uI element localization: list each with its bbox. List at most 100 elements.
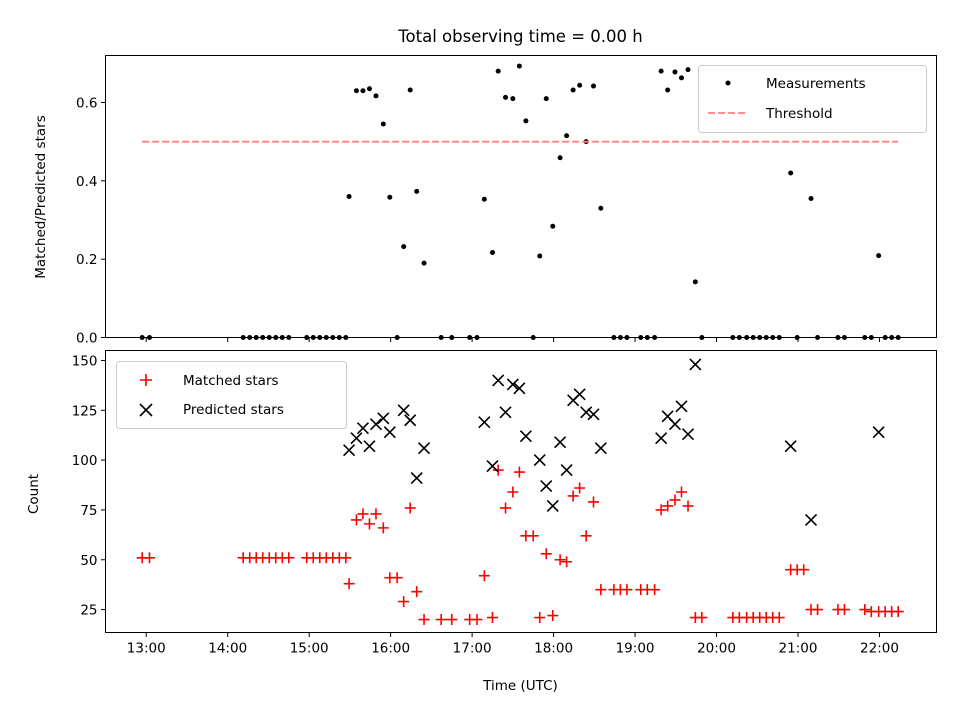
matched-star-point: [655, 504, 667, 516]
top-panel-frame: [105, 55, 937, 338]
x-tick-label: 22:00: [860, 641, 899, 657]
bottom-panel: 25 50 75 100 125 150 13:00 14:00 15:00 16:00 17:00…: [26, 350, 937, 694]
matched-star-point: [340, 552, 352, 564]
matched-star-point: [580, 530, 592, 542]
measurement-point: [776, 335, 782, 340]
measurement-point: [467, 335, 473, 340]
y-tick-label: 125: [72, 403, 98, 419]
measurement-point: [330, 335, 336, 340]
measurement-point: [353, 88, 359, 94]
matched-star-point: [649, 584, 661, 596]
measurement-point: [279, 335, 285, 340]
matched-star-point: [696, 612, 708, 624]
y-tick-label: 0.6: [76, 96, 97, 112]
measurement-point: [543, 96, 549, 102]
measurement-point: [757, 335, 763, 340]
measurement-point: [876, 253, 882, 259]
bottom-legend-box: [116, 361, 347, 429]
legend-label-matched-stars: Matched stars: [183, 373, 279, 389]
predicted-star-point: [499, 406, 512, 419]
legend-label-predicted-stars: Predicted stars: [183, 402, 284, 418]
measurement-point: [421, 260, 427, 266]
bottom-panel-ticks: 25 50 75 100 125 150 13:00 14:00 15:00 16:00 17:00…: [72, 353, 899, 656]
measurement-point: [449, 335, 455, 340]
measurement-point: [414, 188, 420, 194]
measurement-point: [591, 83, 597, 89]
x-tick-label: 16:00: [371, 641, 410, 657]
predicted-star-point: [519, 430, 532, 443]
predicted-star-point: [506, 378, 519, 391]
measurement-point: [394, 335, 400, 340]
predicted-star-point: [681, 428, 695, 441]
measurement-point: [577, 82, 583, 88]
predicted-star-point: [804, 513, 818, 526]
matched-star-point: [675, 486, 687, 498]
legend-label-threshold: Threshold: [765, 106, 833, 122]
x-tick-label: 15:00: [290, 641, 329, 657]
measurement-point: [530, 335, 536, 340]
measurement-point: [240, 335, 246, 340]
matched-star-point: [435, 614, 447, 626]
measurement-point: [510, 96, 516, 102]
predicted-star-point: [587, 408, 600, 421]
legend-marker-matched-stars: [140, 374, 152, 386]
measurement-point: [366, 86, 372, 92]
matched-star-point: [534, 612, 546, 624]
measurement-point: [889, 335, 895, 340]
measurement-point: [523, 118, 529, 124]
matched-star-point: [404, 502, 416, 514]
y-tick-label: 100: [72, 453, 98, 469]
predicted-star-point: [486, 460, 499, 473]
matched-star-point: [471, 614, 483, 626]
top-panel-series: [139, 63, 901, 340]
matched-star-point: [838, 604, 850, 616]
measurement-point: [260, 335, 266, 340]
measurement-point: [407, 87, 413, 93]
measurement-point: [882, 335, 888, 340]
matched-star-point: [554, 554, 566, 566]
x-tick-label: 21:00: [779, 641, 818, 657]
x-tick-label: 20:00: [697, 641, 736, 657]
matched-star-point: [798, 564, 810, 576]
predicted-star-point: [689, 358, 702, 371]
predicted-star-point: [356, 422, 370, 435]
measurement-point: [750, 335, 756, 340]
predicted-star-point: [872, 426, 885, 439]
top-panel: 0.0 0.2 0.4 0.6 Matched/Predicted stars Mea…: [33, 55, 937, 347]
matched-star-point: [588, 496, 600, 508]
measurement-point: [685, 67, 691, 73]
predicted-star-point: [369, 418, 383, 431]
matched-star-point: [343, 578, 355, 590]
bottom-panel-series: [136, 358, 904, 626]
y-tick-label: 0.2: [76, 252, 97, 268]
measurement-point: [564, 133, 570, 139]
measurement-point: [323, 335, 329, 340]
bottom-legend: Matched stars Predicted stars: [116, 361, 347, 429]
x-tick-label: 18:00: [534, 641, 573, 657]
matched-star-point: [892, 606, 904, 618]
predicted-star-point: [377, 412, 390, 425]
measurement-point: [266, 335, 272, 340]
measurement-point: [638, 335, 644, 340]
bottom-panel-ylabel: Count: [26, 474, 42, 514]
measurement-point: [730, 335, 736, 340]
predicted-star-point: [573, 388, 586, 401]
chart-title: Total observing time = 0.00 h: [397, 27, 642, 46]
predicted-star-point: [533, 454, 546, 467]
matched-star-point: [513, 466, 525, 478]
measurement-point: [744, 335, 750, 340]
matched-star-point: [492, 464, 504, 476]
predicted-star-point: [492, 374, 505, 387]
predicted-star-point: [410, 471, 423, 485]
matched-star-point: [669, 494, 681, 506]
predicted-star-point: [350, 432, 363, 445]
matched-star-point: [547, 610, 559, 622]
predicted-star-point: [383, 426, 396, 439]
measurement-point: [808, 195, 814, 201]
legend-marker-predicted-stars: [139, 403, 153, 417]
x-tick-label: 19:00: [616, 641, 655, 657]
measurement-point: [310, 335, 316, 340]
measurement-point: [658, 68, 664, 74]
measurement-point: [672, 69, 678, 75]
